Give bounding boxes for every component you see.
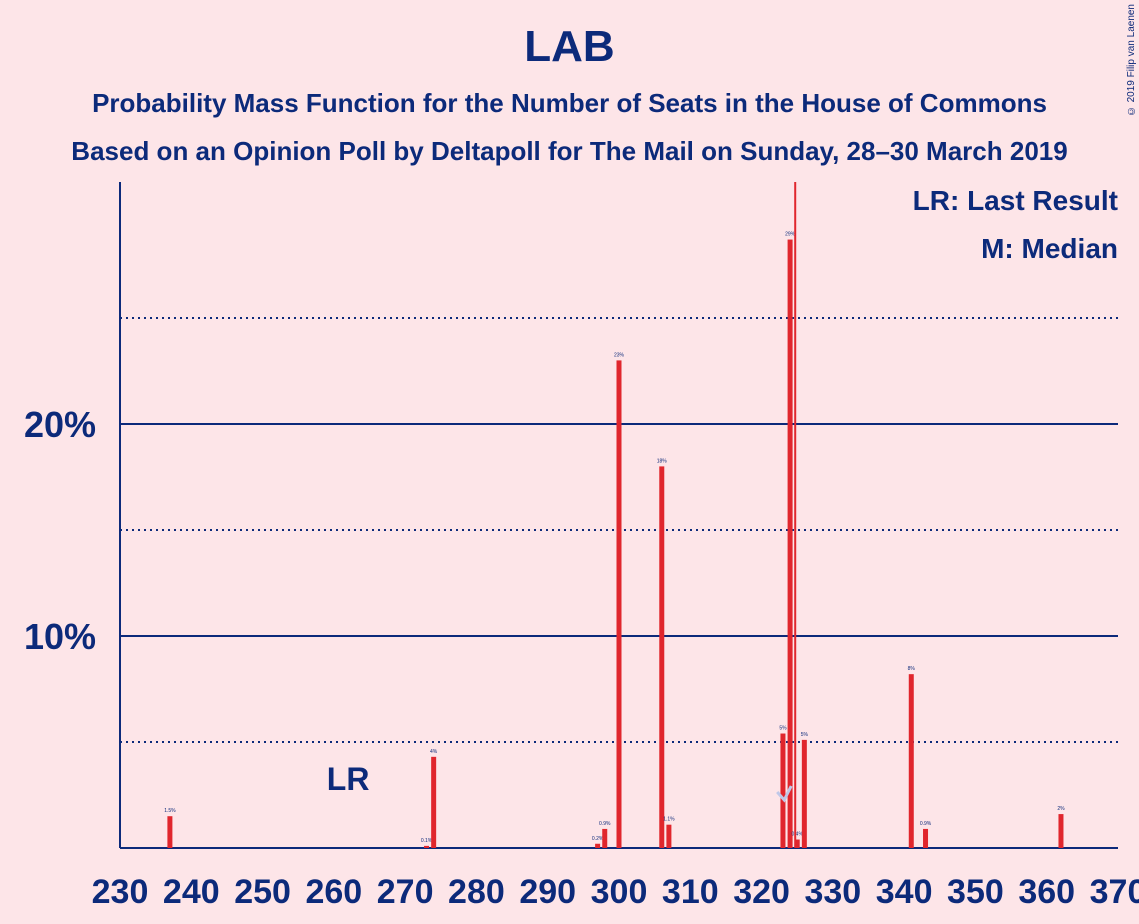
y-tick-label: 20%	[24, 404, 96, 445]
x-tick-label: 370	[1090, 873, 1139, 911]
bar-seat-273	[424, 845, 430, 848]
x-tick-label: 310	[662, 873, 719, 911]
x-tick-label: 230	[92, 873, 149, 911]
bar-seat-341	[908, 674, 914, 848]
bar-value-label: 1.1%	[663, 817, 675, 823]
chart-title: LAB	[524, 22, 615, 71]
bar-value-label: 2%	[1057, 806, 1065, 812]
bar-seat-298	[602, 828, 608, 848]
bar-value-label: 0.1%	[421, 838, 433, 844]
legend-median: M: Median	[981, 233, 1118, 264]
y-tick-label: 10%	[24, 616, 96, 657]
bar-value-label: 0.9%	[920, 821, 932, 827]
x-tick-label: 300	[591, 873, 648, 911]
bar-value-label: 0.9%	[599, 821, 611, 827]
x-tick-label: 270	[377, 873, 434, 911]
bar-seat-343	[923, 828, 929, 848]
legend-last-result: LR: Last Result	[913, 185, 1118, 216]
x-tick-label: 330	[804, 873, 861, 911]
bar-seat-274	[431, 756, 437, 848]
bar-seat-324	[787, 239, 793, 848]
x-tick-label: 250	[234, 873, 291, 911]
bar-value-label: 1.5%	[164, 808, 176, 814]
chart-subtitle: Probability Mass Function for the Number…	[92, 88, 1047, 118]
x-tick-label: 290	[519, 873, 576, 911]
bar-value-label: 18%	[657, 458, 668, 464]
bar-seat-362	[1058, 814, 1064, 848]
x-tick-label: 280	[448, 873, 505, 911]
bar-seat-323	[780, 733, 786, 848]
bar-value-label: 23%	[614, 352, 625, 358]
bar-value-label: 0.2%	[592, 836, 604, 842]
chart-source: Based on an Opinion Poll by Deltapoll fo…	[71, 136, 1068, 166]
bar-value-label: 5%	[779, 726, 787, 732]
bar-seat-326	[801, 739, 807, 848]
x-tick-label: 360	[1018, 873, 1075, 911]
bar-value-label: 4%	[430, 749, 438, 755]
bar-value-label: 29%	[785, 232, 796, 238]
bar-seat-306	[659, 466, 665, 848]
bar-value-label: 8%	[908, 666, 916, 672]
x-tick-label: 320	[733, 873, 790, 911]
bar-seat-237	[167, 816, 173, 848]
bar-seat-325	[794, 839, 800, 848]
bar-value-label: 0.4%	[792, 832, 804, 838]
bar-seat-300	[616, 360, 622, 848]
x-tick-label: 350	[947, 873, 1004, 911]
x-tick-label: 260	[305, 873, 362, 911]
bar-seat-307	[666, 824, 672, 848]
median-marker	[776, 785, 793, 803]
bar-value-label: 5%	[801, 732, 809, 738]
last-result-marker: LR	[327, 761, 370, 797]
x-tick-label: 340	[876, 873, 933, 911]
x-tick-label: 240	[163, 873, 220, 911]
bar-seat-297	[595, 843, 601, 848]
